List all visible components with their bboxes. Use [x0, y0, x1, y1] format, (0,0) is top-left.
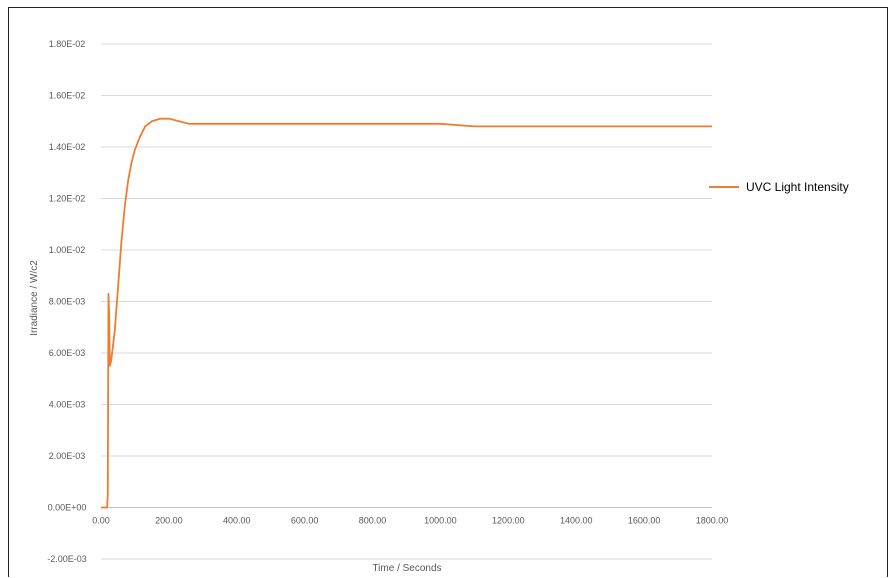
x-tick-label: 200.00 [155, 516, 183, 526]
y-tick-label: 1.40E-02 [49, 142, 86, 152]
y-tick-label: 4.00E-03 [49, 400, 86, 410]
legend: UVC Light Intensity [709, 180, 849, 194]
x-tick-label: 800.00 [359, 516, 387, 526]
y-tick-label: 0.00E+00 [48, 503, 87, 513]
gridlines [101, 43, 712, 560]
y-axis-ticks: 1.80E-02 1.60E-02 1.40E-02 1.20E-02 1.00E-02… [47, 39, 87, 564]
chart-frame: 1.80E-02 1.60E-02 1.40E-02 1.20E-02 1.00E-02… [8, 7, 888, 577]
x-axis-title: Time / Seconds [372, 563, 441, 574]
y-tick-label: -2.00E-03 [47, 554, 87, 564]
y-tick-label: 1.80E-02 [49, 39, 86, 49]
x-tick-label: 1800.00 [696, 516, 729, 526]
y-tick-label: 2.00E-03 [49, 451, 86, 461]
y-tick-label: 8.00E-03 [49, 297, 86, 307]
chart-svg: 1.80E-02 1.60E-02 1.40E-02 1.20E-02 1.00E-02… [29, 39, 849, 574]
x-tick-label: 1400.00 [560, 516, 593, 526]
y-axis-title: Irradiance / W/c2 [29, 260, 40, 336]
series-layer [101, 117, 712, 509]
x-tick-label: 400.00 [223, 516, 251, 526]
x-tick-label: 0.00 [92, 516, 110, 526]
y-tick-label: 6.00E-03 [49, 348, 86, 358]
x-tick-label: 600.00 [291, 516, 319, 526]
x-tick-label: 1600.00 [628, 516, 661, 526]
legend-label-uvc: UVC Light Intensity [746, 180, 849, 194]
x-tick-label: 1200.00 [492, 516, 525, 526]
y-tick-label: 1.60E-02 [49, 91, 86, 101]
x-axis-ticks: 0.00 200.00 400.00 600.00 800.00 1000.00 1200.… [92, 516, 728, 526]
series-line-uvc-light-intensity [101, 117, 712, 509]
y-tick-label: 1.20E-02 [49, 194, 86, 204]
x-tick-label: 1000.00 [424, 516, 457, 526]
y-tick-label: 1.00E-02 [49, 245, 86, 255]
